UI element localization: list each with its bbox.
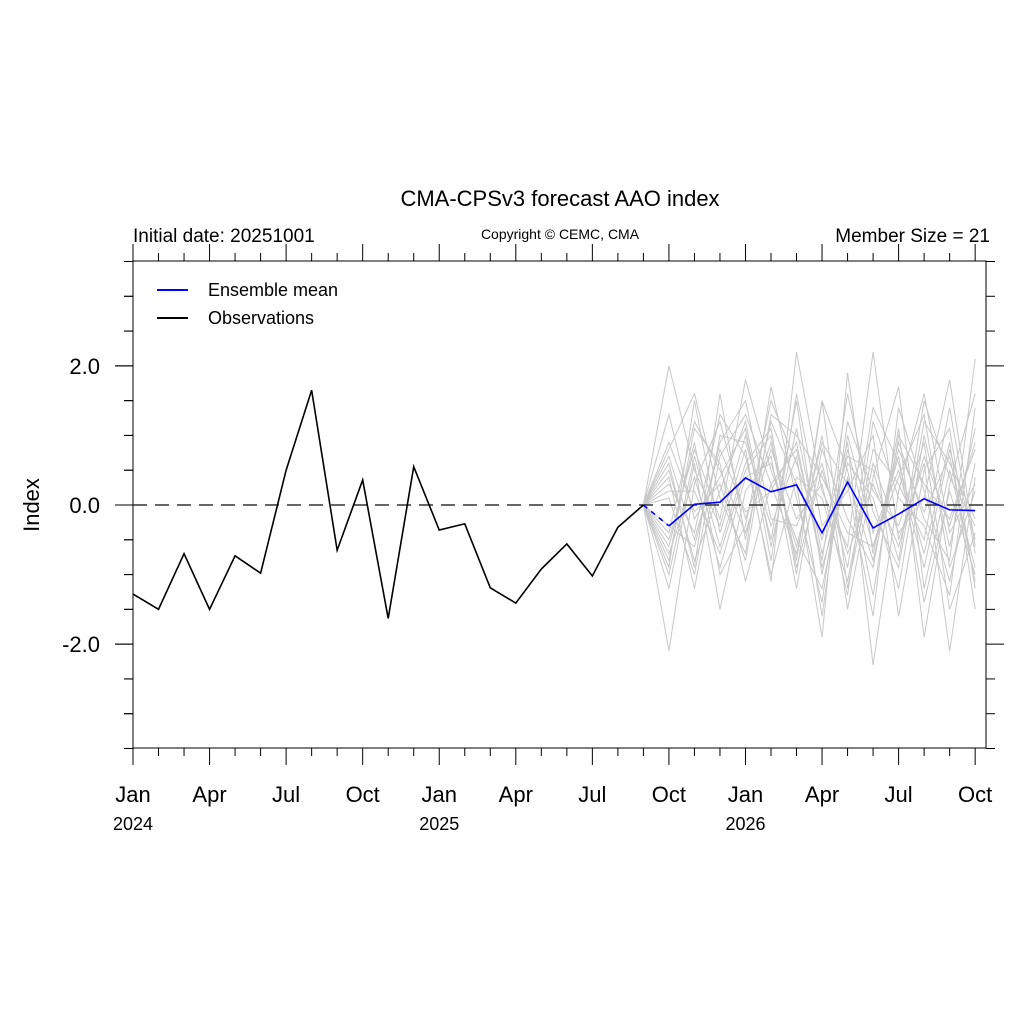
- series-lines: [132, 389, 976, 619]
- x-tick-label: Jul: [885, 782, 913, 807]
- x-tick-label: Oct: [958, 782, 992, 807]
- y-tick-labels: 2.0 0.0 -2.0: [62, 354, 100, 657]
- y-tick-label: 2.0: [69, 354, 100, 379]
- ensemble-mean-line: [668, 476, 976, 535]
- ensemble-member-line: [643, 400, 976, 596]
- y-axis-label: Index: [19, 478, 44, 532]
- ensemble-member-line: [642, 386, 976, 610]
- x-tick-label: Apr: [805, 782, 839, 807]
- initial-date-label: Initial date: 20251001: [133, 226, 315, 247]
- x-tick-label: Jul: [272, 782, 300, 807]
- year-label: 2025: [419, 814, 459, 834]
- y-tick-label: -2.0: [62, 632, 100, 657]
- legend: Ensemble mean Observations: [157, 280, 338, 328]
- ensemble-members: [642, 351, 976, 666]
- x-tick-label: Jan: [115, 782, 150, 807]
- x-tick-label: Oct: [346, 782, 380, 807]
- ensemble-member-line: [642, 379, 976, 652]
- ensemble-member-line: [642, 358, 976, 638]
- x-tick-label: Jul: [578, 782, 606, 807]
- ensemble-member-line: [642, 379, 976, 590]
- x-tick-labels: Jan Apr Jul Oct Jan Apr Jul Oct Jan Apr Jul Oct 2024…: [113, 782, 992, 834]
- y-tick-label: 0.0: [69, 493, 100, 518]
- ensemble-member-line: [643, 407, 976, 582]
- year-label: 2024: [113, 814, 153, 834]
- member-size-label: Member Size = 21: [835, 226, 990, 247]
- observations-line: [132, 389, 644, 619]
- axes: [115, 244, 1004, 765]
- ensemble-member-line: [643, 407, 976, 596]
- chart-title: CMA-CPSv3 forecast AAO index: [400, 186, 719, 211]
- x-tick-label: Jan: [728, 782, 763, 807]
- ensemble-member-line: [642, 407, 976, 617]
- copyright-label: Copyright © CEMC, CMA: [481, 226, 640, 242]
- x-tick-label: Oct: [652, 782, 686, 807]
- x-tick-label: Apr: [499, 782, 533, 807]
- legend-obs-label: Observations: [208, 308, 314, 328]
- ensemble-member-line: [642, 413, 976, 603]
- ensemble-member-line: [642, 427, 976, 577]
- ensemble-member-line: [643, 434, 976, 617]
- x-tick-label: Apr: [192, 782, 226, 807]
- year-label: 2026: [725, 814, 765, 834]
- x-tick-label: Jan: [421, 782, 456, 807]
- legend-mean-label: Ensemble mean: [208, 280, 338, 300]
